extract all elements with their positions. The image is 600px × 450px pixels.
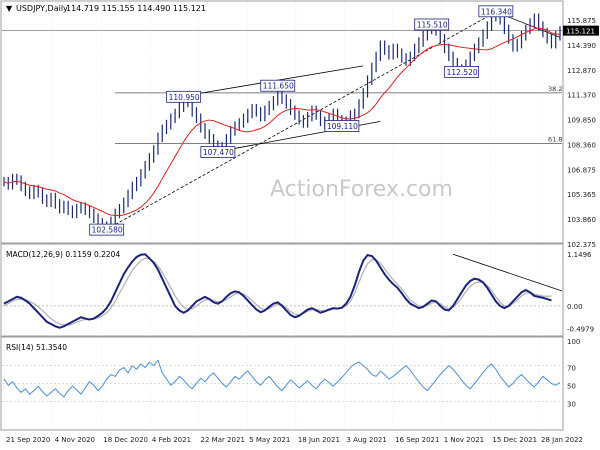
price-label-box [200, 146, 236, 158]
x-tick-label: 4 Nov 2020 [55, 436, 95, 444]
x-tick-label: 15 Dec 2021 [492, 436, 537, 444]
y-tick-label: 111.370 [567, 92, 596, 100]
x-tick-label: 3 Aug 2021 [346, 436, 386, 444]
y-tick-label: 105.365 [567, 191, 596, 199]
macd-panel-frame [0, 243, 564, 337]
price-label: 110.950 [169, 93, 200, 102]
rsi-panel-frame [0, 336, 564, 431]
rsi-y-tick-label: 100 [567, 338, 580, 346]
macd-y-tick-label: 0.00 [567, 303, 583, 311]
macd-trendline [452, 253, 563, 292]
price-label: 102.580 [92, 226, 123, 235]
x-tick-label: 28 Jan 2022 [541, 436, 583, 444]
x-tick-label: 18 Jun 2021 [298, 436, 340, 444]
macd-layer [2, 253, 562, 329]
chart-symbol: USDJPY,Daily [16, 4, 68, 13]
price-label-box [444, 66, 480, 78]
current-price-box [563, 25, 599, 36]
rsi-layer [2, 359, 562, 402]
x-tick-label: 22 Mar 2021 [201, 436, 245, 444]
y-tick-label: 102.375 [567, 241, 596, 249]
macd-y-tick-label: -0.4979 [567, 325, 594, 333]
y-tick-label: 115.875 [567, 17, 596, 25]
chart-ohlc: 114.719 115.155 114.490 115.121 [66, 4, 206, 13]
rsi-y-tick-label: 30 [567, 400, 576, 408]
macd-title: MACD(12,26,9) 0.1159 0.2204 [6, 250, 120, 259]
x-axis: 21 Sep 2020 4 Nov 2020 18 Dec 2020 4 Feb 20… [6, 436, 583, 444]
x-tick-label: 5 May 2021 [249, 436, 290, 444]
price-label: 111.650 [263, 82, 294, 91]
x-tick-label: 4 Feb 2021 [152, 436, 191, 444]
fib-level-label: 38.2 [548, 85, 562, 93]
price-label-box [324, 120, 360, 132]
price-label: 107.470 [203, 148, 234, 157]
price-label: 109.110 [327, 122, 358, 131]
y-tick-label: 108.360 [567, 141, 596, 149]
watermark: ActionForex.com [270, 177, 453, 202]
macd-line [3, 253, 552, 329]
moving-average-line [3, 27, 561, 217]
y-tick-label: 112.870 [567, 67, 596, 75]
macd-y-tick-label: 1.1496 [567, 251, 592, 259]
y-tick-label: 103.860 [567, 216, 596, 224]
price-label-box [260, 79, 296, 92]
price-label: 112.520 [447, 68, 478, 77]
price-panel-frame [0, 0, 564, 244]
price-labels: 102.580 107.470 110.950 111.650 109.110 115.5… [89, 5, 514, 236]
price-label: 115.510 [417, 20, 448, 29]
trendline [106, 11, 497, 230]
rsi-y-tick-label: 50 [567, 383, 576, 391]
fib-level-label: 61.8 [548, 136, 562, 144]
y-tick-label: 109.850 [567, 117, 596, 125]
price-label-box [166, 90, 202, 103]
x-tick-label: 16 Sep 2021 [395, 436, 439, 444]
rsi-title: RSI(14) 51.3540 [6, 343, 67, 352]
price-label-box [414, 18, 450, 31]
y-tick-label: 114.390 [567, 42, 596, 50]
y-tick-label: 106.875 [567, 166, 596, 174]
header-arrow-icon[interactable]: ▼ [6, 4, 13, 13]
rsi-y-tick-label: 70 [567, 365, 576, 373]
price-label-box [89, 223, 125, 236]
x-tick-label: 21 Sep 2020 [6, 436, 50, 444]
x-tick-label: 18 Dec 2020 [103, 436, 148, 444]
price-label-box [478, 5, 514, 18]
rsi-line [3, 359, 561, 398]
retracement-levels: 38.2 61.8 115.121 [2, 25, 599, 145]
price-label: 116.340 [481, 7, 512, 16]
current-price-label: 115.121 [566, 28, 595, 36]
x-tick-label: 1 Nov 2021 [444, 436, 484, 444]
y-axis: 115.875 114.390 112.870 111.370 109.850 108.3… [567, 17, 596, 408]
